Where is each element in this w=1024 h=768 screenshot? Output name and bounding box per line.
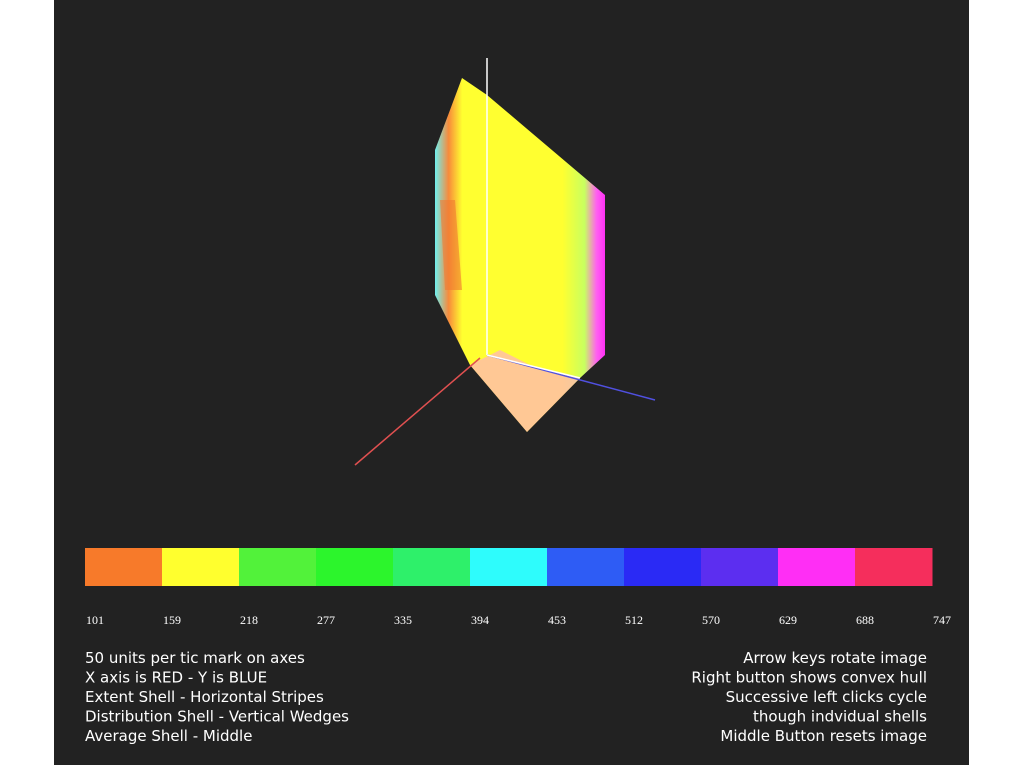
color-swatch	[239, 548, 317, 586]
right-note: Middle Button resets image	[720, 727, 927, 745]
color-swatch	[85, 548, 163, 586]
color-swatch	[393, 548, 471, 586]
color-bar-label: 277	[317, 613, 335, 627]
color-bar-label: 101	[86, 613, 104, 627]
left-note: 50 units per tic mark on axes	[85, 649, 305, 667]
color-bar-label: 688	[856, 613, 874, 627]
shell-3d	[435, 78, 605, 432]
color-swatch	[316, 548, 394, 586]
color-bar-label: 218	[240, 613, 258, 627]
color-bar-label: 512	[625, 613, 643, 627]
color-swatch	[778, 548, 856, 586]
right-note: Arrow keys rotate image	[743, 649, 927, 667]
color-swatch	[624, 548, 702, 586]
color-swatch	[547, 548, 625, 586]
right-note: though indvidual shells	[753, 708, 927, 726]
color-swatch	[162, 548, 240, 586]
color-bar-label: 159	[163, 613, 181, 627]
left-note: Average Shell - Middle	[85, 727, 252, 745]
color-bar-label: 629	[779, 613, 797, 627]
color-bar-label: 394	[471, 613, 489, 627]
color-swatch	[701, 548, 779, 586]
color-bar-label: 335	[394, 613, 412, 627]
color-bar-label: 747	[933, 613, 951, 627]
right-note: Successive left clicks cycle	[726, 688, 927, 706]
left-note: Extent Shell - Horizontal Stripes	[85, 688, 324, 706]
axes	[354, 58, 656, 466]
color-bar-label: 570	[702, 613, 720, 627]
left-note: X axis is RED - Y is BLUE	[85, 669, 267, 687]
instructions: 50 units per tic mark on axes X axis is R…	[85, 649, 927, 745]
color-bar	[85, 548, 933, 586]
color-swatch	[855, 548, 933, 586]
color-bar-label: 453	[548, 613, 566, 627]
right-note: Right button shows convex hull	[691, 669, 927, 687]
color-swatch	[470, 548, 548, 586]
left-note: Distribution Shell - Vertical Wedges	[85, 708, 349, 726]
color-bar-labels: 101 159 218 277 335 394 453 512 570 629 688 747	[86, 613, 951, 627]
